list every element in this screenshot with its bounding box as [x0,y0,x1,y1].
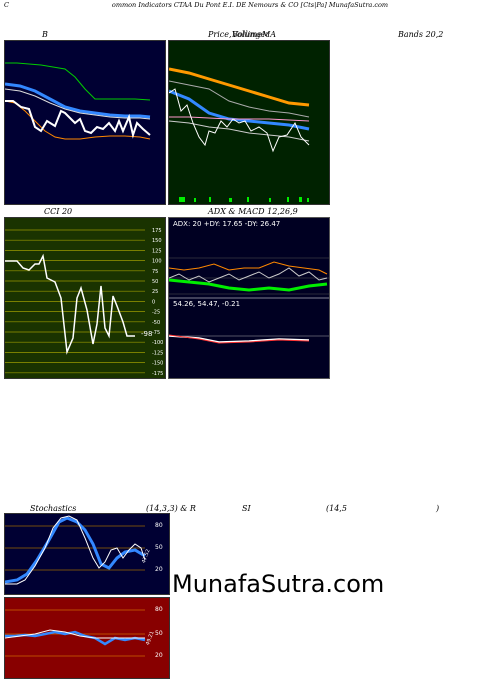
adx-readout: ADX: 20 +DY: 17.65 -DY: 26.47 [173,220,281,228]
panel-label-stoch: Stochastics [30,504,77,513]
macd-line [169,334,310,344]
volume-bar [287,197,289,202]
volume-bar [269,198,271,202]
header-prefix: C [4,1,9,9]
cci-level-label: 25 [152,289,158,295]
panel-stoch-svg [5,515,146,585]
watermark-text: MunafaSutra.com [172,570,385,598]
panel-price-chart [168,40,330,205]
cci-value: -98 [141,330,153,338]
rsi-white-line [5,629,145,639]
volume-bar [307,198,309,202]
panel-price-svg [169,67,310,202]
macd-signal-line [169,335,310,343]
cci-level-label: 50 [152,279,158,285]
panel-label-bollinger: Bollinger [232,30,270,39]
panel-label-volume: Volume [232,30,262,39]
cci-level-label: 150 [152,238,162,244]
price-line [169,88,310,153]
stoch-level-label-20: 20 [155,566,163,573]
orange-line [5,100,151,140]
panel-b-svg [5,62,151,140]
header-title: ommon Indicators CTAA Du Pont E.I. DE Ne… [111,1,389,9]
orange-ma [169,67,310,107]
panel-stochastics-chart: 80 50 20 47.52 [4,513,170,595]
macd-readout: 54.26, 54.47, -0.21 [173,300,241,308]
cci-level-label: 175 [152,228,162,234]
stoch-level-label-80: 80 [155,522,163,529]
adx-green-line [169,278,328,292]
panel-label-b: B [42,30,48,39]
page-header: C ommon Indicators CTAA Du Pont E.I. DE … [0,1,500,9]
panel-label-adx-macd: ADX & MACD 12,26,9 [208,207,298,216]
adx-orange-line [169,261,328,275]
price-line [5,100,151,139]
volume-bar [194,198,196,202]
adx-white-line [169,267,328,283]
cci-level-label: -25 [152,310,160,316]
panel-label-rsi-param: (14,5 [326,504,347,513]
cci-level-label: 75 [152,269,158,275]
volume-bar [209,197,211,202]
panel-label-cci: CCI 20 [44,207,73,216]
cci-level-label: 0 [152,299,155,305]
pink-ma [169,116,310,122]
cci-level-label: 100 [152,259,162,265]
panel-cci-chart: 175 150 125 100 75 50 25 0 -25 -50 -75 -100 -125 -150… [4,217,166,379]
rsi-level-label-20: 20 [155,652,163,659]
panel-label-bands: Bands 20,2 [398,30,444,39]
panel-b-chart [4,40,166,205]
panel-rsi-svg [5,609,146,657]
panel-label-close-paren: ) [436,504,440,513]
volume-bar [299,197,302,202]
cci-level-label: -100 [152,340,163,346]
stoch-k-line [5,515,146,585]
panel-rsi-chart: 80 50 20 49.21 [4,597,170,679]
cci-line [5,253,135,355]
volume-bar [179,197,185,202]
volume-bar [229,198,232,202]
blue-band [5,82,151,119]
volume-bars [179,197,309,202]
volume-bar [247,197,249,202]
panel-adx-macd-chart: ADX: 20 +DY: 17.65 -DY: 26.47 54.26, 54.… [168,217,330,379]
panel-cci-svg: 175 150 125 100 75 50 25 0 -25 -50 -75 -100 -125 -150… [5,228,163,377]
panel-label-si: SI [242,504,251,513]
stoch-level-label-50: 50 [155,544,163,551]
rsi-level-label-80: 80 [155,606,163,613]
panel-label-ma: MA [262,30,276,39]
panel-label-stoch-params: (14,3,3) & R [146,504,196,513]
green-line [5,62,151,101]
cci-level-label: -75 [152,330,160,336]
band-lower [169,120,310,142]
cci-level-label: -125 [152,350,163,356]
rsi-level-label-50: 50 [155,630,163,637]
cci-gridlines [5,229,145,374]
cci-level-label: 125 [152,248,162,254]
cci-level-label: -50 [152,320,160,326]
blue-ma [169,89,310,131]
cci-level-label: -175 [152,371,163,377]
panel-adx-svg [169,257,329,344]
panel-label-price: Price, [208,30,232,39]
band-upper [169,80,310,118]
cci-level-label: -150 [152,361,163,367]
stoch-d-line [5,516,146,584]
